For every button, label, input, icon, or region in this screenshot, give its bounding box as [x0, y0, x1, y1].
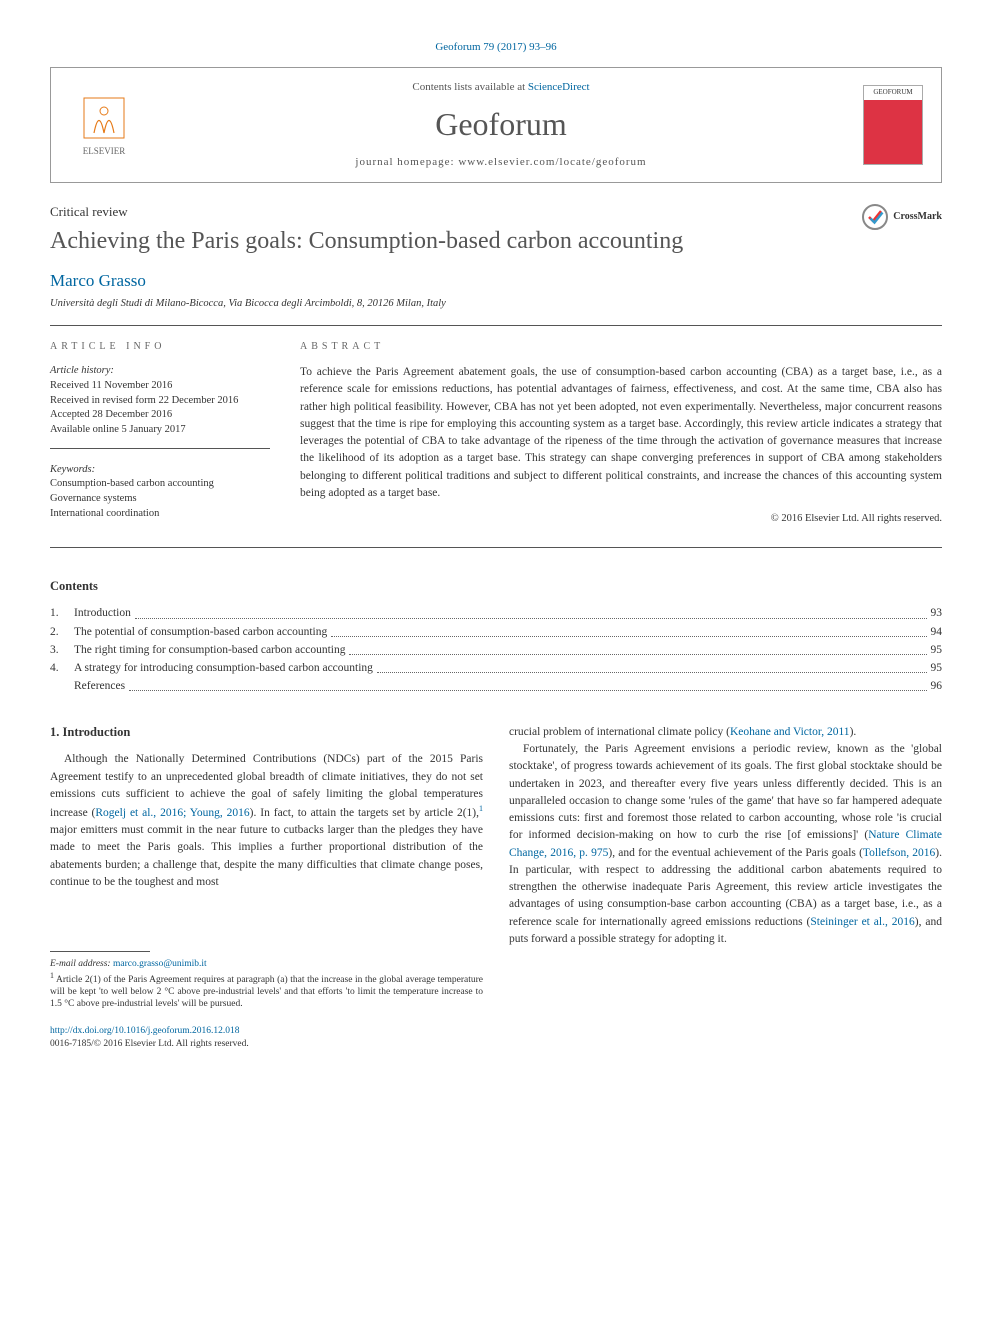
journal-name: Geoforum: [139, 102, 863, 147]
citation-link[interactable]: Tollefson, 2016: [863, 847, 935, 859]
toc-entry[interactable]: 1.Introduction 93: [50, 605, 942, 621]
history-label: Article history:: [50, 364, 270, 379]
toc-entry[interactable]: References 96: [50, 678, 942, 694]
toc-page: 94: [931, 624, 943, 640]
abstract-copyright: © 2016 Elsevier Ltd. All rights reserved…: [300, 512, 942, 527]
article-info-heading: ARTICLE INFO: [50, 340, 270, 354]
toc-num: [50, 678, 74, 694]
journal-header: ELSEVIER Contents lists available at Sci…: [50, 67, 942, 183]
article-title: Achieving the Paris goals: Consumption-b…: [50, 225, 942, 259]
author-name[interactable]: Marco Grasso: [50, 269, 942, 293]
divider: [50, 547, 942, 548]
divider: [50, 325, 942, 326]
email-footnote: E-mail address: marco.grasso@unimib.it: [50, 958, 483, 970]
toc-num: 4.: [50, 660, 74, 676]
toc-title: A strategy for introducing consumption-b…: [74, 660, 373, 676]
sciencedirect-link[interactable]: ScienceDirect: [528, 81, 590, 93]
article-type: Critical review: [50, 203, 942, 221]
history-accepted: Accepted 28 December 2016: [50, 408, 270, 423]
toc-title: Introduction: [74, 605, 131, 621]
toc-num: 2.: [50, 624, 74, 640]
citation-link[interactable]: Steininger et al., 2016: [810, 916, 914, 928]
body-paragraph: crucial problem of international climate…: [509, 724, 942, 741]
toc-page: 93: [931, 605, 943, 621]
toc-title: The right timing for consumption-based c…: [74, 642, 345, 658]
citation-link[interactable]: Keohane and Victor, 2011: [730, 726, 850, 738]
section-1-heading: 1. Introduction: [50, 724, 483, 742]
right-column: crucial problem of international climate…: [509, 724, 942, 1051]
body-paragraph: Fortunately, the Paris Agreement envisio…: [509, 741, 942, 948]
toc-entry[interactable]: 2.The potential of consumption-based car…: [50, 624, 942, 640]
toc-page: 95: [931, 660, 943, 676]
keywords-label: Keywords:: [50, 463, 270, 478]
citation-link[interactable]: Rogelj et al., 2016; Young, 2016: [95, 807, 249, 819]
doi-link[interactable]: http://dx.doi.org/10.1016/j.geoforum.201…: [50, 1026, 240, 1036]
footnote-1: 1 Article 2(1) of the Paris Agreement re…: [50, 971, 483, 1011]
toc-page: 95: [931, 642, 943, 658]
history-received: Received 11 November 2016: [50, 379, 270, 394]
toc-num: 3.: [50, 642, 74, 658]
contents-title: Contents: [50, 578, 942, 596]
elsevier-logo: ELSEVIER: [69, 93, 139, 158]
issn-copyright: 0016-7185/© 2016 Elsevier Ltd. All right…: [50, 1039, 249, 1049]
history-revised: Received in revised form 22 December 201…: [50, 394, 270, 409]
toc-page: 96: [931, 678, 943, 694]
contents-available: Contents lists available at ScienceDirec…: [139, 80, 863, 95]
contents-section: Contents 1.Introduction 93 2.The potential…: [50, 578, 942, 694]
toc-title: References: [74, 678, 125, 694]
toc-entry[interactable]: 4.A strategy for introducing consumption…: [50, 660, 942, 676]
left-column: 1. Introduction Although the Nationally …: [50, 724, 483, 1051]
toc-entry[interactable]: 3.The right timing for consumption-based…: [50, 642, 942, 658]
crossmark-badge[interactable]: CrossMark: [861, 203, 942, 231]
keyword: Governance systems: [50, 492, 270, 507]
journal-homepage: journal homepage: www.elsevier.com/locat…: [139, 155, 863, 170]
footnote-ref[interactable]: 1: [479, 804, 483, 813]
toc-num: 1.: [50, 605, 74, 621]
body-paragraph: Although the Nationally Determined Contr…: [50, 751, 483, 891]
article-info: ARTICLE INFO Article history: Received 1…: [50, 340, 270, 527]
doi-footer: http://dx.doi.org/10.1016/j.geoforum.201…: [50, 1025, 483, 1052]
abstract-text: To achieve the Paris Agreement abatement…: [300, 364, 942, 502]
affiliation: Università degli Studi di Milano-Bicocca…: [50, 297, 942, 312]
keyword: Consumption-based carbon accounting: [50, 477, 270, 492]
history-online: Available online 5 January 2017: [50, 423, 270, 438]
abstract-heading: ABSTRACT: [300, 340, 942, 354]
citation-line: Geoforum 79 (2017) 93–96: [50, 40, 942, 55]
toc-title: The potential of consumption-based carbo…: [74, 624, 327, 640]
footnotes: E-mail address: marco.grasso@unimib.it 1…: [50, 951, 483, 1011]
email-link[interactable]: marco.grasso@unimib.it: [113, 959, 207, 969]
keyword: International coordination: [50, 507, 270, 522]
journal-cover-thumb: GEOFORUM: [863, 85, 923, 165]
